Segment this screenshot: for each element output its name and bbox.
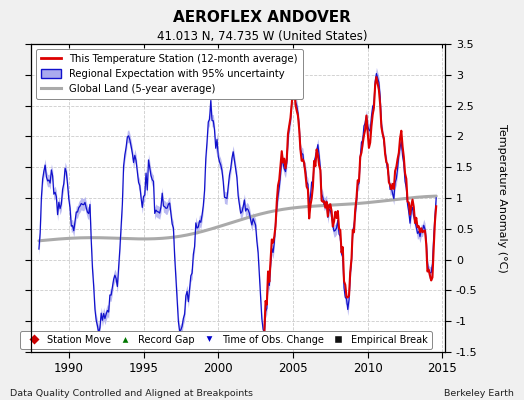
Text: AEROFLEX ANDOVER: AEROFLEX ANDOVER: [173, 10, 351, 25]
Text: Data Quality Controlled and Aligned at Breakpoints: Data Quality Controlled and Aligned at B…: [10, 389, 254, 398]
Legend: Station Move, Record Gap, Time of Obs. Change, Empirical Break: Station Move, Record Gap, Time of Obs. C…: [20, 331, 432, 349]
Y-axis label: Temperature Anomaly (°C): Temperature Anomaly (°C): [497, 124, 507, 272]
Text: Berkeley Earth: Berkeley Earth: [444, 389, 514, 398]
Text: 41.013 N, 74.735 W (United States): 41.013 N, 74.735 W (United States): [157, 30, 367, 43]
